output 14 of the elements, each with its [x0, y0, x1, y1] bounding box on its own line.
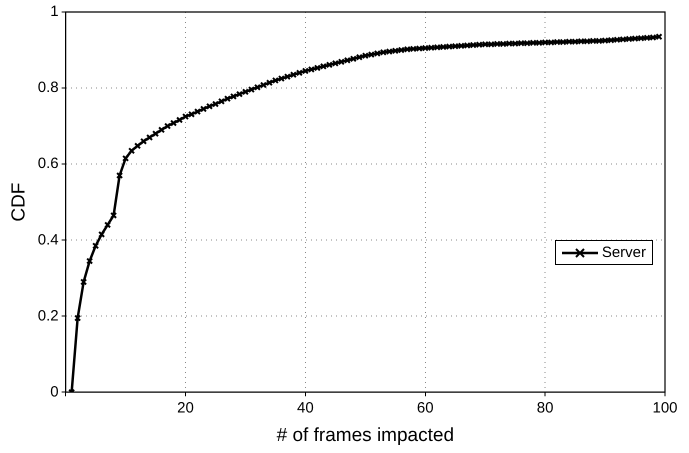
x-tick-label: 100 [652, 399, 678, 416]
legend-label: Server [602, 244, 646, 261]
y-axis-title: CDF [8, 182, 30, 222]
y-tick-label: 1 [50, 3, 59, 20]
x-axis-title: # of frames impacted [276, 424, 454, 446]
x-tick-label: 40 [297, 399, 314, 416]
y-tick-label: 0.2 [38, 307, 59, 324]
y-tick-label: 0.6 [38, 155, 59, 172]
x-tick-label: 20 [177, 399, 194, 416]
y-tick-label: 0.8 [38, 79, 59, 96]
y-tick-label: 0.4 [38, 231, 59, 248]
x-tick-label: 60 [416, 399, 434, 416]
x-tick-label: 80 [536, 399, 554, 416]
y-tick-label: 0 [50, 383, 59, 400]
